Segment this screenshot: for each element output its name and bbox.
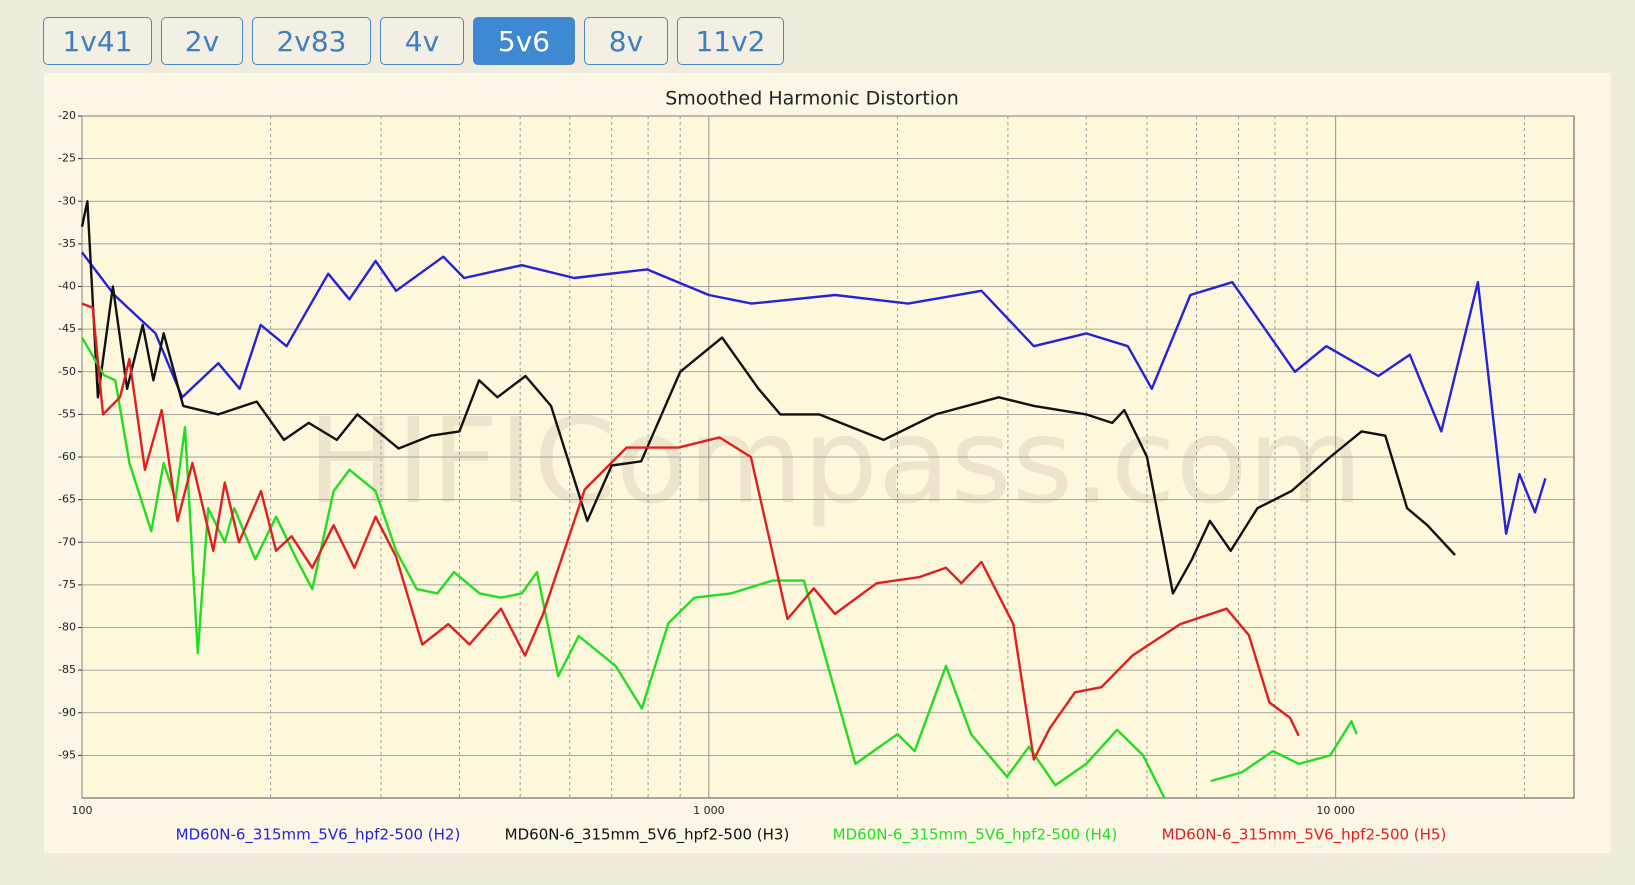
tab[interactable]: 8v	[584, 17, 668, 65]
lines	[80, 200, 1547, 799]
chart-title: Smoothed Harmonic Distortion	[665, 88, 959, 110]
y-tick-label: -30	[58, 194, 76, 207]
y-tick-label: -90	[58, 706, 76, 719]
y-tick-label: -35	[58, 237, 76, 250]
y-tick-label: -75	[58, 578, 76, 591]
legend-entry: MD60N-6_315mm_5V6_hpf2-500 (H2)	[176, 826, 461, 845]
tab[interactable]: 1v41	[43, 17, 152, 65]
y-tick-label: -50	[58, 365, 76, 378]
tab-bar: 1v41 2v 2v83 4v 5v6 8v 11v2	[43, 17, 784, 65]
y-tick-label: -20	[58, 109, 76, 122]
series-line	[80, 336, 1358, 799]
y-tick-label: -60	[58, 450, 76, 463]
watermark: HIFICompass.com	[307, 392, 1362, 530]
x-tick-label: 1 000	[693, 804, 725, 817]
tab[interactable]: 2v	[161, 17, 243, 65]
y-tick-label: -65	[58, 493, 76, 506]
y-tick-label: -85	[58, 663, 76, 676]
legend-entry: MD60N-6_315mm_5V6_hpf2-500 (H5)	[1162, 826, 1447, 845]
series-line	[81, 251, 1547, 535]
y-tick-label: -40	[58, 280, 76, 293]
legend-entry: MD60N-6_315mm_5V6_hpf2-500 (H4)	[833, 826, 1118, 845]
tab[interactable]: 4v	[380, 17, 464, 65]
y-tick-label: -70	[58, 535, 76, 548]
y-tick-label: -80	[58, 621, 76, 634]
tab[interactable]: 5v6	[473, 17, 575, 65]
x-tick-label: 10 000	[1316, 804, 1355, 817]
tab[interactable]: 11v2	[677, 17, 784, 65]
legend-entry: MD60N-6_315mm_5V6_hpf2-500 (H3)	[505, 826, 790, 845]
x-tick-label: 100	[72, 804, 93, 817]
tab[interactable]: 2v83	[252, 17, 371, 65]
y-tick-label: -55	[58, 407, 76, 420]
y-tick-label: -45	[58, 322, 76, 335]
y-tick-label: -25	[58, 152, 76, 165]
series-line	[81, 302, 1300, 761]
y-tick-label: -95	[58, 748, 76, 761]
series-line	[80, 200, 1456, 595]
